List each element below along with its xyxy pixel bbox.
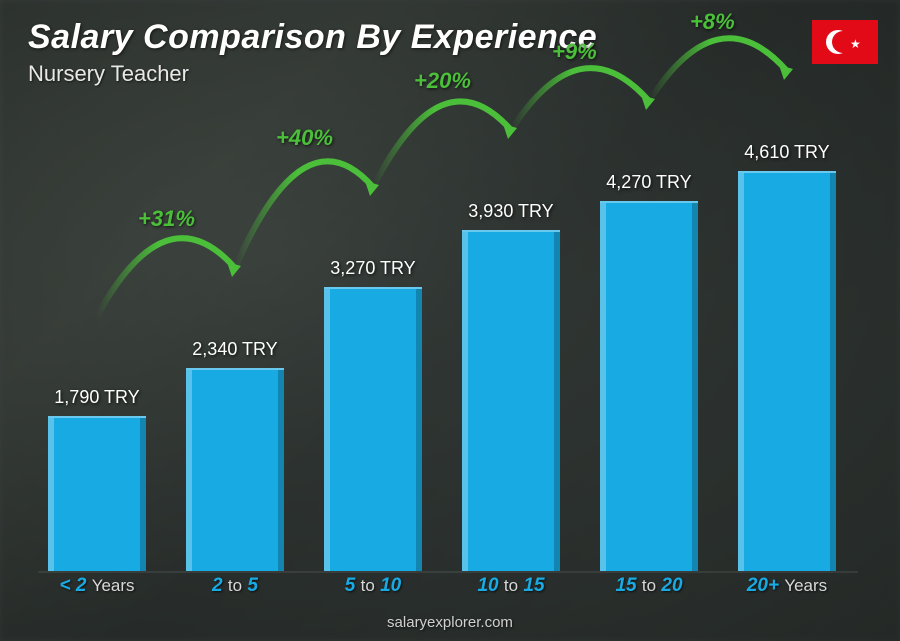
footer-attribution: salaryexplorer.com: [0, 614, 900, 631]
xaxis-label: 2 to 5: [176, 575, 294, 597]
xaxis-line: [38, 571, 858, 573]
bar-chart: 1,790 TRY2,340 TRY+31%3,270 TRY+40%3,930…: [38, 101, 858, 571]
xaxis-labels: < 2 Years 2 to 5 5 to 10 10 to 15 15 to 20 20…: [38, 575, 858, 603]
content-layer: Salary Comparison By Experience Nursery …: [0, 0, 900, 641]
increase-arc: [38, 101, 858, 571]
xaxis-label: 20+ Years: [728, 575, 846, 597]
xaxis-label: 5 to 10: [314, 575, 432, 597]
chart-subtitle: Nursery Teacher: [28, 61, 597, 87]
xaxis-label: 10 to 15: [452, 575, 570, 597]
xaxis-label: < 2 Years: [38, 575, 156, 597]
increase-label: +9%: [552, 39, 597, 65]
xaxis-label: 15 to 20: [590, 575, 708, 597]
chart-title: Salary Comparison By Experience: [28, 18, 597, 57]
increase-label: +8%: [690, 9, 735, 35]
country-flag-turkey: ★: [812, 20, 878, 64]
title-block: Salary Comparison By Experience Nursery …: [28, 18, 597, 87]
increase-label: +20%: [414, 68, 471, 94]
